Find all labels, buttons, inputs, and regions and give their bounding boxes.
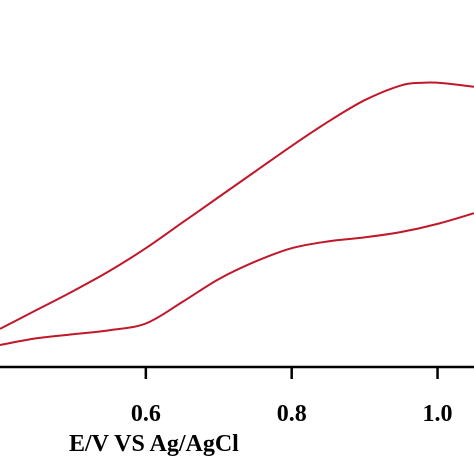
x-axis-title: E/V VS Ag/AgCl	[69, 431, 239, 457]
x-ticks-layer: 0.6 0.8 1.0	[131, 367, 453, 427]
upper-sweep-curve	[0, 81, 474, 330]
lower-sweep-curve	[0, 212, 474, 346]
x-tick-label: 0.6	[131, 401, 161, 427]
curves-layer	[0, 81, 474, 346]
x-tick-label: 1.0	[423, 401, 453, 427]
x-tick-label: 0.8	[277, 401, 307, 427]
